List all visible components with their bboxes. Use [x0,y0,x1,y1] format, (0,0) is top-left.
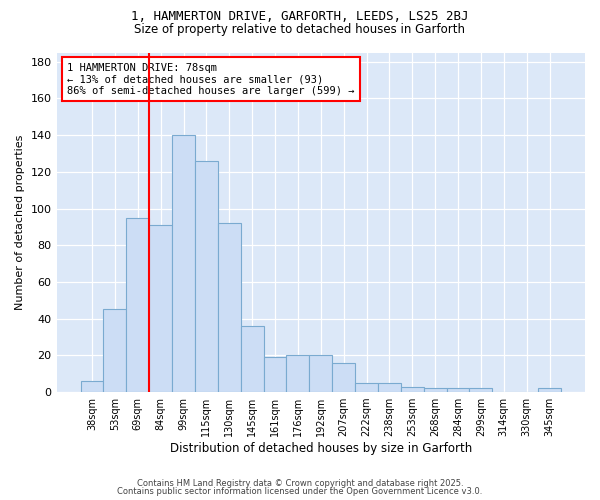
Bar [310,356,332,392]
Bar [424,388,446,392]
Bar [446,388,469,392]
Bar [149,225,172,392]
Bar [218,223,241,392]
Bar [286,356,310,392]
Text: 1, HAMMERTON DRIVE, GARFORTH, LEEDS, LS25 2BJ: 1, HAMMERTON DRIVE, GARFORTH, LEEDS, LS2… [131,10,469,23]
Text: Contains HM Land Registry data © Crown copyright and database right 2025.: Contains HM Land Registry data © Crown c… [137,478,463,488]
Bar [355,383,378,392]
Text: Contains public sector information licensed under the Open Government Licence v3: Contains public sector information licen… [118,487,482,496]
Bar [127,218,149,392]
Bar [469,388,493,392]
X-axis label: Distribution of detached houses by size in Garforth: Distribution of detached houses by size … [170,442,472,455]
Text: 1 HAMMERTON DRIVE: 78sqm
← 13% of detached houses are smaller (93)
86% of semi-d: 1 HAMMERTON DRIVE: 78sqm ← 13% of detach… [67,62,355,96]
Bar [80,381,103,392]
Bar [241,326,263,392]
Bar [195,161,218,392]
Bar [332,362,355,392]
Bar [172,135,195,392]
Bar [378,383,401,392]
Bar [401,386,424,392]
Bar [263,357,286,392]
Bar [103,310,127,392]
Bar [538,388,561,392]
Y-axis label: Number of detached properties: Number of detached properties [15,134,25,310]
Text: Size of property relative to detached houses in Garforth: Size of property relative to detached ho… [134,22,466,36]
